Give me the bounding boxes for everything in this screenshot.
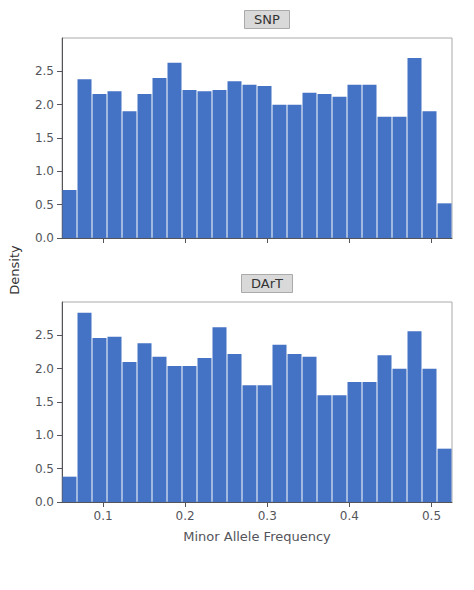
svg-text:2.5: 2.5 bbox=[35, 64, 54, 78]
svg-text:Minor Allele Frequency: Minor Allele Frequency bbox=[183, 529, 331, 544]
svg-text:0.2: 0.2 bbox=[176, 509, 195, 523]
svg-text:0.5: 0.5 bbox=[422, 509, 441, 523]
svg-text:0.4: 0.4 bbox=[340, 509, 359, 523]
svg-text:Density: Density bbox=[7, 245, 22, 295]
svg-text:1.0: 1.0 bbox=[35, 428, 54, 442]
svg-text:0.1: 0.1 bbox=[94, 509, 113, 523]
svg-text:1.5: 1.5 bbox=[35, 131, 54, 145]
svg-text:0.3: 0.3 bbox=[258, 509, 277, 523]
svg-text:0.5: 0.5 bbox=[35, 198, 54, 212]
svg-text:DArT: DArT bbox=[251, 276, 283, 291]
svg-text:2.0: 2.0 bbox=[35, 98, 54, 112]
svg-text:0.0: 0.0 bbox=[35, 495, 54, 509]
svg-text:1.0: 1.0 bbox=[35, 164, 54, 178]
svg-text:2.5: 2.5 bbox=[35, 328, 54, 342]
svg-text:1.5: 1.5 bbox=[35, 395, 54, 409]
svg-text:2.0: 2.0 bbox=[35, 362, 54, 376]
svg-text:0.5: 0.5 bbox=[35, 462, 54, 476]
svg-text:0.0: 0.0 bbox=[35, 231, 54, 245]
svg-text:SNP: SNP bbox=[254, 12, 280, 27]
